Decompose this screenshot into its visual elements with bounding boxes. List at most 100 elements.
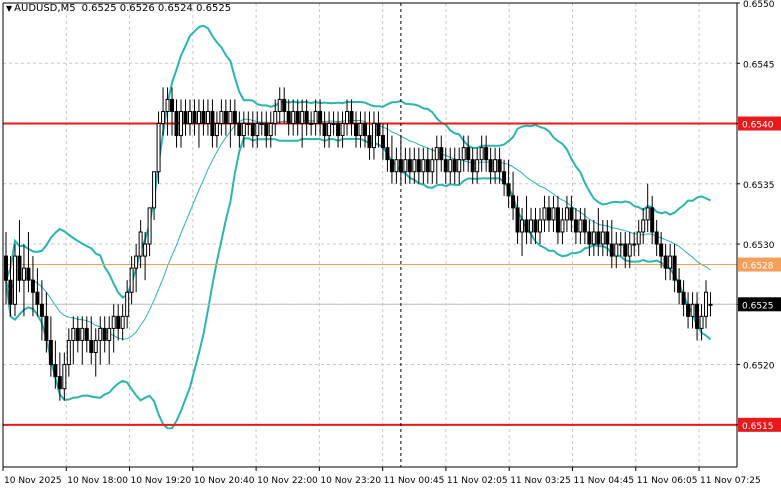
candle bbox=[71, 316, 76, 365]
candle-body bbox=[596, 231, 601, 245]
candle-body bbox=[362, 123, 367, 137]
time-tick-label: 10 Nov 20:40 bbox=[194, 476, 255, 486]
candle-body bbox=[578, 219, 583, 233]
time-tick-label: 11 Nov 02:05 bbox=[447, 476, 508, 486]
candle bbox=[26, 231, 31, 293]
candle-body bbox=[219, 110, 224, 125]
horizontal-levels[interactable] bbox=[3, 122, 737, 426]
candle-body bbox=[412, 159, 417, 173]
candle-body bbox=[80, 327, 85, 341]
candle bbox=[21, 244, 26, 317]
candle bbox=[259, 111, 264, 136]
time-tick-label: 10 Nov 22:00 bbox=[257, 476, 318, 486]
candle-body bbox=[470, 159, 475, 173]
candle bbox=[228, 99, 233, 148]
candle-body bbox=[623, 243, 628, 257]
candle bbox=[398, 135, 403, 184]
candle-body bbox=[672, 255, 677, 281]
candle-body bbox=[35, 291, 40, 305]
candle bbox=[416, 147, 421, 184]
chart-title: ▼ AUDUSD,M5 0.6525 0.6526 0.6524 0.6525 bbox=[6, 3, 231, 14]
candle bbox=[452, 147, 457, 184]
candle bbox=[479, 135, 484, 172]
candle bbox=[349, 99, 354, 136]
candle bbox=[250, 111, 255, 148]
candle-body bbox=[17, 255, 22, 281]
candle-body bbox=[201, 110, 206, 125]
time-tick-label: 11 Nov 06:05 bbox=[637, 476, 698, 486]
candle-body bbox=[389, 159, 394, 173]
candle-body bbox=[210, 110, 215, 137]
candle-body bbox=[273, 110, 278, 125]
candle-body bbox=[515, 207, 520, 233]
candle-body bbox=[573, 219, 578, 233]
candle bbox=[524, 195, 529, 245]
candle-body bbox=[89, 339, 94, 354]
time-tick-label: 10 Nov 19:20 bbox=[131, 476, 192, 486]
candle-body bbox=[704, 291, 709, 317]
candle-body bbox=[380, 135, 385, 149]
candle-body bbox=[21, 267, 26, 281]
candle bbox=[170, 87, 175, 136]
candle bbox=[542, 195, 547, 232]
candle bbox=[520, 207, 525, 257]
candle bbox=[340, 111, 345, 148]
candle-body bbox=[546, 207, 551, 221]
candle-body bbox=[327, 123, 332, 137]
candle-body bbox=[354, 123, 359, 137]
candle bbox=[708, 292, 713, 317]
candle-body bbox=[93, 339, 98, 354]
candle-body bbox=[605, 231, 610, 245]
candle bbox=[192, 99, 197, 136]
candle-body bbox=[542, 207, 547, 221]
candle bbox=[336, 111, 341, 148]
candle bbox=[219, 99, 224, 136]
candle bbox=[475, 147, 480, 184]
candle-body bbox=[183, 110, 188, 125]
candle bbox=[439, 135, 444, 172]
dropdown-triangle-icon[interactable]: ▼ bbox=[6, 4, 13, 13]
candle bbox=[264, 111, 269, 148]
time-tick-label: 11 Nov 03:25 bbox=[510, 476, 571, 486]
candle-body bbox=[165, 98, 170, 112]
candle bbox=[699, 304, 704, 341]
candle bbox=[663, 244, 668, 281]
candle-body bbox=[75, 327, 80, 341]
candle-body bbox=[484, 147, 489, 161]
ohlc-readout: 0.6525 0.6526 0.6524 0.6525 bbox=[81, 3, 232, 14]
candle bbox=[668, 244, 673, 281]
candle-body bbox=[654, 231, 659, 245]
time-axis-labels: 10 Nov 2025 10 Nov 18:00 10 Nov 19:20 10 No… bbox=[2, 467, 761, 486]
candle-body bbox=[268, 123, 273, 137]
candle-body bbox=[161, 110, 166, 125]
candle bbox=[434, 135, 439, 184]
candle-body bbox=[376, 123, 381, 137]
candle bbox=[443, 147, 448, 184]
candle-body bbox=[520, 219, 525, 233]
candle bbox=[44, 292, 49, 353]
candle-body bbox=[318, 110, 323, 125]
candle bbox=[488, 147, 493, 184]
candle-body bbox=[627, 243, 632, 257]
candle bbox=[358, 111, 363, 148]
candle bbox=[686, 292, 691, 329]
candle bbox=[533, 207, 538, 245]
candle bbox=[591, 219, 596, 257]
candle bbox=[210, 99, 215, 148]
candle-body bbox=[241, 123, 246, 137]
candle-body bbox=[192, 110, 197, 125]
candle bbox=[183, 99, 188, 136]
candle bbox=[152, 171, 157, 220]
candle-body bbox=[466, 147, 471, 161]
candle-body bbox=[214, 123, 219, 137]
candle-body bbox=[291, 110, 296, 125]
candle-body bbox=[98, 327, 103, 341]
candle-body bbox=[618, 243, 623, 246]
candle bbox=[205, 99, 210, 136]
candle-body bbox=[336, 123, 341, 137]
candle bbox=[62, 352, 67, 401]
candle-body bbox=[663, 255, 668, 269]
candle bbox=[614, 231, 619, 269]
candle bbox=[596, 207, 601, 257]
